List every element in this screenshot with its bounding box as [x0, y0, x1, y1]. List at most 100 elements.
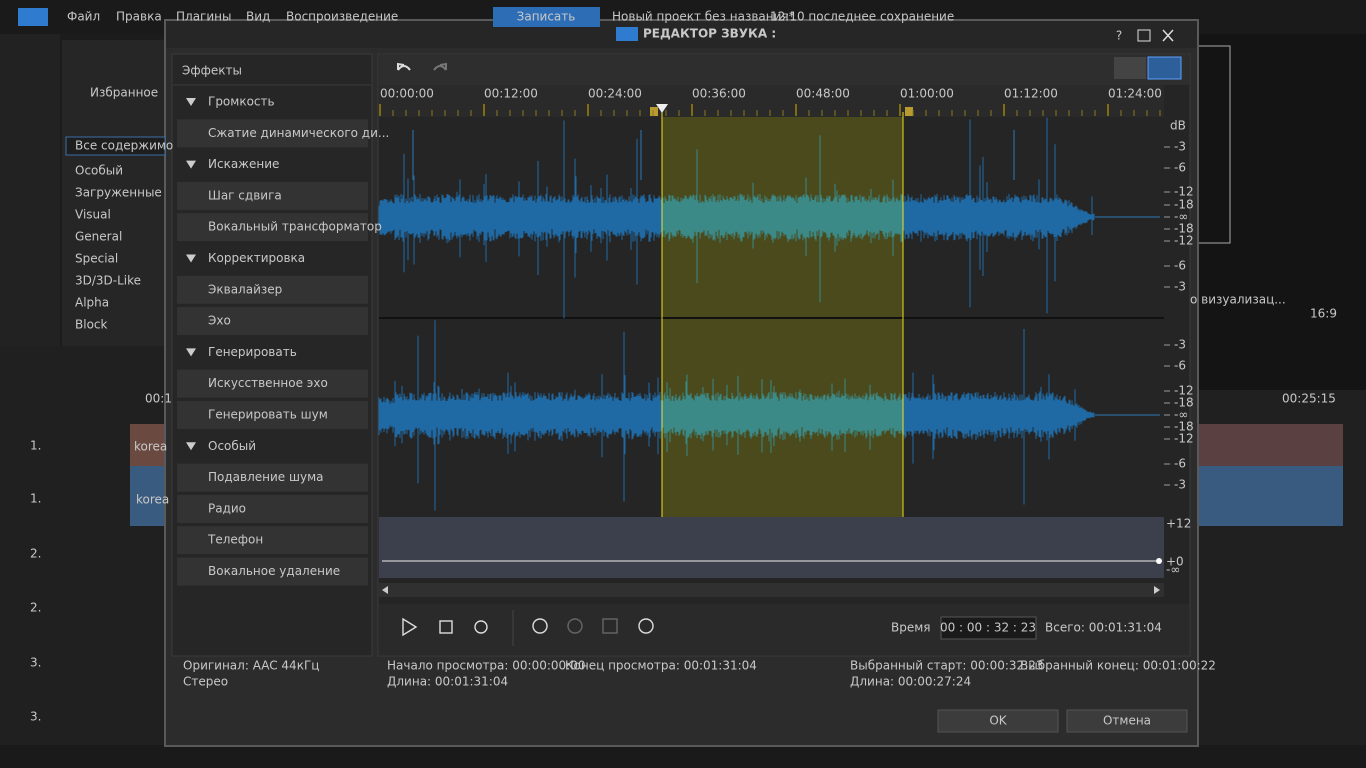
record-button[interactable]	[493, 7, 600, 27]
effect-row[interactable]	[177, 275, 368, 304]
playhead[interactable]	[656, 104, 668, 113]
effect-item[interactable]: Вокальное удаление	[208, 564, 340, 578]
play-button[interactable]	[402, 617, 418, 637]
project-title: Новый проект без названия*	[612, 10, 795, 24]
db-label: -18	[1174, 420, 1194, 434]
render-button[interactable]: о визуализац...	[1190, 293, 1286, 307]
category[interactable]: Alpha	[75, 296, 109, 310]
effect-group[interactable]: Генерировать	[208, 345, 297, 359]
scrollbar[interactable]	[379, 583, 1164, 597]
all-content-box[interactable]	[65, 136, 166, 156]
effect-item[interactable]: Подавление шума	[208, 470, 323, 484]
track-number: 3.	[30, 710, 41, 724]
timecode: 00:25:15	[1282, 392, 1336, 406]
category[interactable]: Особый	[75, 164, 123, 178]
cancel-button[interactable]	[1066, 709, 1188, 733]
menu-item[interactable]: Воспроизведение	[286, 10, 398, 24]
ruler-label: 00:36:00	[692, 87, 746, 101]
effect-item[interactable]: Эхо	[208, 314, 231, 328]
end-marker[interactable]	[905, 107, 913, 116]
menu-item[interactable]: Файл	[67, 10, 100, 24]
edit-toolbar	[0, 346, 165, 390]
db-unit: dB	[1170, 119, 1186, 133]
time-label: Время	[891, 621, 931, 635]
spectrum-view-button[interactable]	[1147, 56, 1182, 80]
info-text: Начало просмотра: 00:00:00:00	[387, 659, 585, 673]
db-label: -3	[1174, 338, 1186, 352]
category[interactable]: Block	[75, 318, 108, 332]
effect-row[interactable]	[177, 181, 368, 210]
track-number: 2.	[30, 601, 41, 615]
zoom-all-button[interactable]	[638, 618, 654, 634]
effect-row[interactable]	[177, 213, 368, 242]
volume-point[interactable]	[1156, 558, 1162, 564]
effect-item[interactable]: Вокальный трансформатор	[208, 220, 382, 234]
effect-row[interactable]	[177, 463, 368, 492]
menu-item[interactable]: Вид	[246, 10, 270, 24]
effect-item[interactable]: Радио	[208, 501, 246, 515]
zoom-fit-button[interactable]	[602, 618, 618, 634]
category[interactable]: General	[75, 230, 122, 244]
group-arrow[interactable]	[186, 160, 196, 169]
effect-item[interactable]: Сжатие динамического ди...	[208, 126, 389, 140]
ok-label: OK	[989, 714, 1007, 728]
close-button[interactable]	[1162, 29, 1174, 42]
editor-toolbar	[379, 55, 1189, 85]
effect-group[interactable]: Громкость	[208, 95, 275, 109]
group-arrow[interactable]	[186, 442, 196, 451]
group-arrow[interactable]	[186, 254, 196, 263]
category[interactable]: Visual	[75, 208, 111, 222]
redo-button[interactable]	[433, 62, 447, 71]
effect-row[interactable]	[177, 401, 368, 429]
effect-group[interactable]: Корректировка	[208, 251, 305, 265]
ok-button[interactable]	[937, 709, 1059, 733]
menu-item[interactable]: Правка	[116, 10, 162, 24]
category[interactable]: Загруженные	[75, 186, 162, 200]
effect-row[interactable]	[177, 369, 368, 398]
effect-item[interactable]: Телефон	[207, 533, 263, 547]
waveform-view-button[interactable]	[1114, 57, 1146, 79]
group-arrow[interactable]	[186, 348, 196, 357]
loop-button[interactable]	[474, 620, 488, 634]
effect-row[interactable]	[177, 494, 368, 523]
menu-item[interactable]: Плагины	[176, 10, 231, 24]
start-marker[interactable]	[650, 107, 658, 116]
effect-row[interactable]	[177, 119, 368, 148]
effect-item[interactable]: Эквалайзер	[208, 282, 282, 296]
time-value[interactable]: 00 : 00 : 32 : 23	[940, 621, 1036, 635]
ruler-label: 01:24:00	[1108, 87, 1162, 101]
stop-button[interactable]	[439, 620, 453, 634]
zoom-in-button[interactable]	[532, 618, 548, 634]
effect-row[interactable]	[177, 557, 368, 586]
tool-column	[0, 34, 60, 346]
category[interactable]: 3D/3D-Like	[75, 274, 141, 288]
group-arrow[interactable]	[186, 98, 196, 106]
waveform-samples	[378, 117, 1095, 319]
help-button[interactable]: ?	[1116, 29, 1122, 43]
info-text: Выбранный конец: 00:01:00:22	[1020, 659, 1216, 673]
effect-row[interactable]	[177, 526, 368, 555]
effect-group[interactable]: Особый	[208, 439, 256, 453]
maximize-button[interactable]	[1137, 29, 1151, 42]
effect-item[interactable]: Искусственное эхо	[208, 376, 328, 390]
db-label: -18	[1174, 396, 1194, 410]
effect-item[interactable]: Шаг сдвига	[208, 188, 282, 202]
effect-row[interactable]	[177, 307, 368, 336]
db-label: -6	[1174, 161, 1186, 175]
total-time: Всего: 00:01:31:04	[1045, 621, 1162, 635]
category[interactable]: Special	[75, 252, 118, 266]
info-text: Оригинал: AAC 44кГц	[183, 659, 319, 673]
undo-button[interactable]	[397, 62, 411, 71]
effect-group[interactable]: Искажение	[208, 157, 279, 171]
waveform-samples	[378, 320, 1095, 511]
ruler-label: 00:24:00	[588, 87, 642, 101]
effect-item[interactable]: Генерировать шум	[208, 408, 328, 422]
volume-label: -∞	[1166, 563, 1180, 577]
save-status: 12:10 последнее сохранение	[770, 10, 954, 24]
zoom-out-button[interactable]	[567, 618, 583, 634]
ruler-label: 01:12:00	[1004, 87, 1058, 101]
waveform	[378, 117, 1160, 511]
time-box[interactable]	[940, 616, 1037, 640]
db-label: -∞	[1174, 210, 1188, 224]
